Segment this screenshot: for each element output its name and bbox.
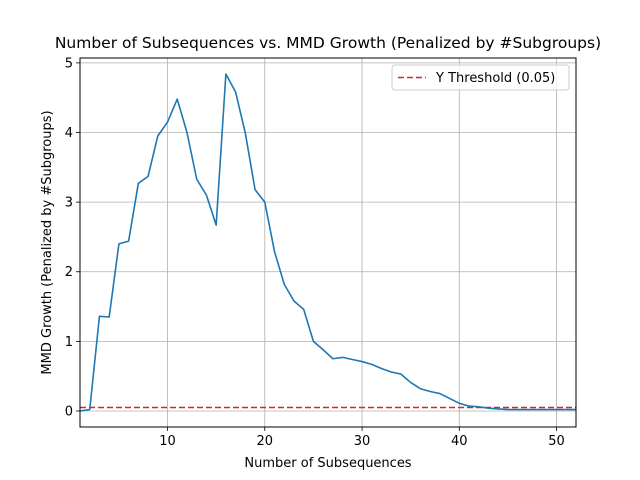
y-tick-label: 3 bbox=[65, 196, 73, 211]
grid bbox=[80, 58, 576, 427]
axis-ticks: 10 20 30 40 50 0 1 2 3 4 5 bbox=[65, 56, 565, 449]
y-tick-label: 2 bbox=[65, 265, 73, 280]
y-tick-label: 1 bbox=[65, 335, 73, 350]
series-layer bbox=[79, 73, 576, 412]
x-tick-label: 10 bbox=[159, 434, 176, 449]
y-axis-label: MMD Growth (Penalized by #Subgroups) bbox=[40, 110, 55, 374]
legend-label-threshold: Y Threshold (0.05) bbox=[435, 71, 555, 86]
x-tick-label: 20 bbox=[257, 434, 274, 449]
series-line bbox=[79, 73, 576, 412]
x-tick-label: 50 bbox=[548, 434, 565, 449]
x-tick-label: 30 bbox=[354, 434, 371, 449]
plot-frame bbox=[79, 57, 577, 428]
legend: Y Threshold (0.05) bbox=[391, 64, 570, 91]
x-tick-label: 40 bbox=[451, 434, 468, 449]
legend-box bbox=[391, 64, 570, 91]
chart-title: Number of Subsequences vs. MMD Growth (P… bbox=[55, 34, 601, 52]
y-tick-label: 0 bbox=[65, 404, 73, 419]
x-axis-label: Number of Subsequences bbox=[244, 456, 411, 471]
y-tick-label: 4 bbox=[65, 126, 73, 141]
y-tick-label: 5 bbox=[65, 56, 73, 71]
